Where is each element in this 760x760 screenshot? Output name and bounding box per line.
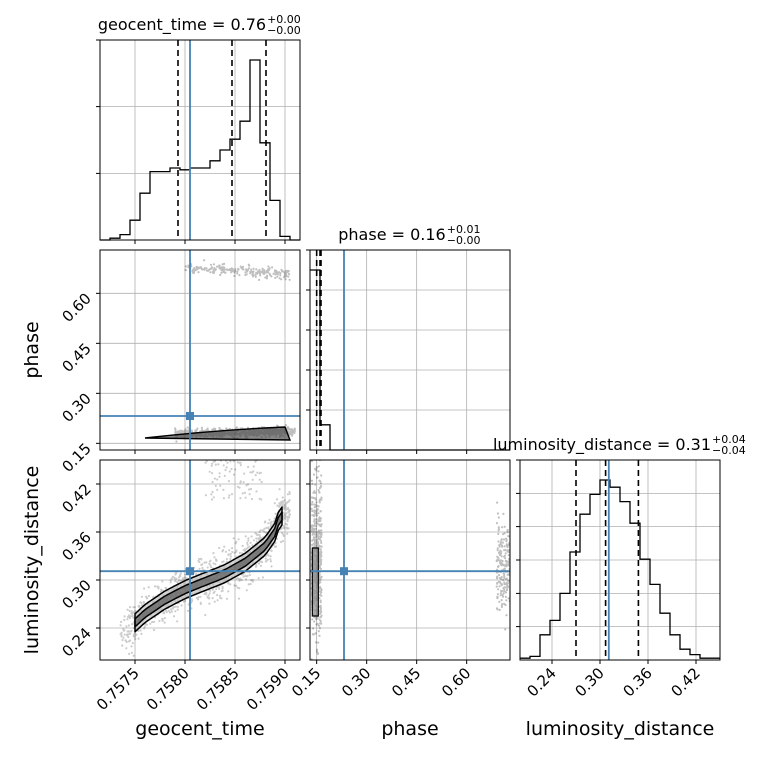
panel-frame-gp (99, 249, 301, 451)
panel-background-gp (100, 250, 300, 450)
ytick-label-gl-3: 0.42 (58, 480, 94, 516)
xlabel-geocent_time: geocent_time (135, 718, 264, 740)
panel-backgrounds (100, 40, 720, 660)
panel-background-pl (310, 460, 510, 660)
ytick-label-gp-1: 0.30 (58, 389, 94, 425)
ytick-label-gp-2: 0.45 (58, 339, 94, 375)
panel-background-ph (310, 250, 510, 450)
xtick-label-gl-2: 0.7585 (193, 664, 243, 714)
xlabel-phase: phase (381, 718, 438, 740)
density-contour-pl (311, 547, 319, 617)
panel-frame-gl (99, 459, 301, 661)
title-plus-phase: +0.01 (447, 223, 481, 236)
panel-background-g (100, 40, 300, 240)
xtick-label-pl-1: 0.30 (338, 664, 374, 700)
panel-title-luminosity_distance: luminosity_distance = 0.31 +0.04−0.04 (493, 433, 746, 457)
xtick-label-pl-3: 0.60 (438, 664, 474, 700)
data-marks (100, 40, 720, 660)
xtick-label-pl-0: 0.15 (288, 664, 324, 700)
scatter-phase-lumdist (310, 460, 510, 660)
ylabel-luminosity_distance: luminosity_distance (21, 466, 43, 655)
title-minus-phase: −0.00 (447, 234, 481, 247)
scatter-geocent-lumdist (100, 460, 300, 660)
title-plus-luminosity_distance: +0.04 (712, 433, 746, 446)
xtick-label-ld-3: 0.42 (667, 664, 703, 700)
panel-frame-pl (309, 459, 511, 661)
title-minus-geocent_time: −0.00 (267, 24, 301, 37)
title-plus-geocent_time: +0.00 (267, 13, 301, 26)
ytick-label-gp-0: 0.15 (58, 439, 94, 475)
panel-title-geocent_time: geocent_time = 0.76 +0.00−0.00 (98, 13, 301, 37)
ytick-label-gl-2: 0.36 (58, 528, 94, 564)
xtick-label-ld-0: 0.24 (523, 664, 559, 700)
ytick-label-gl-1: 0.30 (58, 576, 94, 612)
truth-marker-gp (186, 412, 194, 420)
ytick-label-gp-3: 0.60 (58, 289, 94, 325)
panel-frame-ph (309, 249, 511, 451)
density-contour-gp (144, 426, 292, 441)
panel-frames (96, 39, 721, 664)
xtick-label-gl-0: 0.7575 (93, 664, 143, 714)
xtick-label-ld-2: 0.36 (619, 664, 655, 700)
ylabel-phase: phase (21, 321, 43, 378)
histogram-luminosity_distance (520, 479, 720, 659)
xtick-label-gl-1: 0.7580 (143, 664, 193, 714)
truth-marker-pl (340, 567, 348, 576)
histogram-geocent_time (100, 59, 300, 241)
ytick-label-gl-0: 0.24 (58, 624, 94, 660)
title-minus-luminosity_distance: −0.04 (712, 444, 746, 457)
title-main-geocent_time: geocent_time = 0.76 (98, 15, 266, 35)
panel-background-gl (100, 460, 300, 660)
xtick-label-pl-2: 0.45 (388, 664, 424, 700)
density-contour-inner-gl (134, 511, 283, 628)
xtick-label-ld-1: 0.30 (571, 664, 607, 700)
title-main-luminosity_distance: luminosity_distance = 0.31 (493, 435, 711, 455)
scatter-geocent-phase (100, 250, 300, 450)
title-main-phase: phase = 0.16 (338, 225, 445, 244)
xtick-label-gl-3: 0.7590 (243, 664, 293, 714)
xlabel-luminosity_distance: luminosity_distance (526, 718, 715, 740)
panel-title-phase: phase = 0.16 +0.01−0.00 (338, 223, 480, 247)
truth-marker-gl (186, 567, 194, 576)
panel-frame-g (99, 39, 301, 241)
